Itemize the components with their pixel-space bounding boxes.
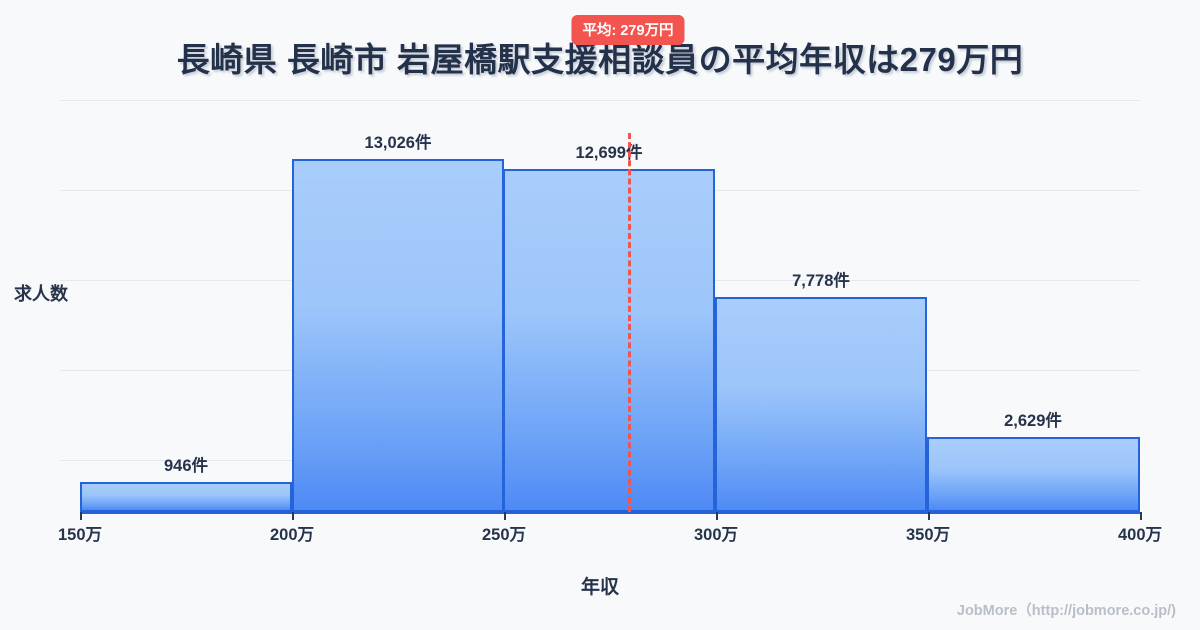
x-tick-label: 250万 — [481, 526, 527, 544]
plot-area: 946件 13,026件 12,699件 7,778件 2,629件 — [60, 90, 1140, 512]
average-badge: 平均: 279万円 — [571, 15, 685, 45]
bar[interactable] — [80, 482, 292, 512]
chart-title: 長崎県 長崎市 岩屋橋駅支援相談員の平均年収は279万円 — [176, 41, 1024, 78]
x-tick-label: 200万 — [269, 526, 315, 544]
x-tick-label: 150万 — [57, 526, 103, 544]
bar[interactable] — [927, 437, 1140, 512]
average-line — [628, 133, 631, 512]
bar-value-label: 2,629件 — [1004, 412, 1062, 430]
x-axis-label: 年収 — [580, 577, 619, 598]
bar[interactable] — [715, 297, 927, 512]
y-axis-label: 求人数 — [14, 284, 68, 304]
bar[interactable] — [503, 169, 715, 512]
x-tick-label: 300万 — [693, 526, 739, 544]
x-tick-mark — [292, 512, 294, 520]
x-tick-mark — [716, 512, 718, 520]
bar-value-label: 13,026件 — [364, 134, 432, 152]
bar-value-label: 12,699件 — [575, 144, 643, 162]
x-tick-mark — [80, 512, 82, 520]
x-tick-mark — [504, 512, 506, 520]
bar-value-label: 946件 — [163, 457, 209, 475]
bars-layer: 946件 13,026件 12,699件 7,778件 2,629件 — [80, 90, 1140, 512]
x-axis-line — [80, 512, 1140, 514]
x-tick-mark — [1140, 512, 1142, 520]
x-tick-mark — [928, 512, 930, 520]
bar-value-label: 7,778件 — [792, 272, 850, 290]
bar[interactable] — [292, 159, 504, 512]
footer-credit: JobMore（http://jobmore.co.jp/) — [956, 603, 1176, 619]
x-tick-label: 350万 — [905, 526, 951, 544]
x-tick-label: 400万 — [1117, 526, 1163, 544]
